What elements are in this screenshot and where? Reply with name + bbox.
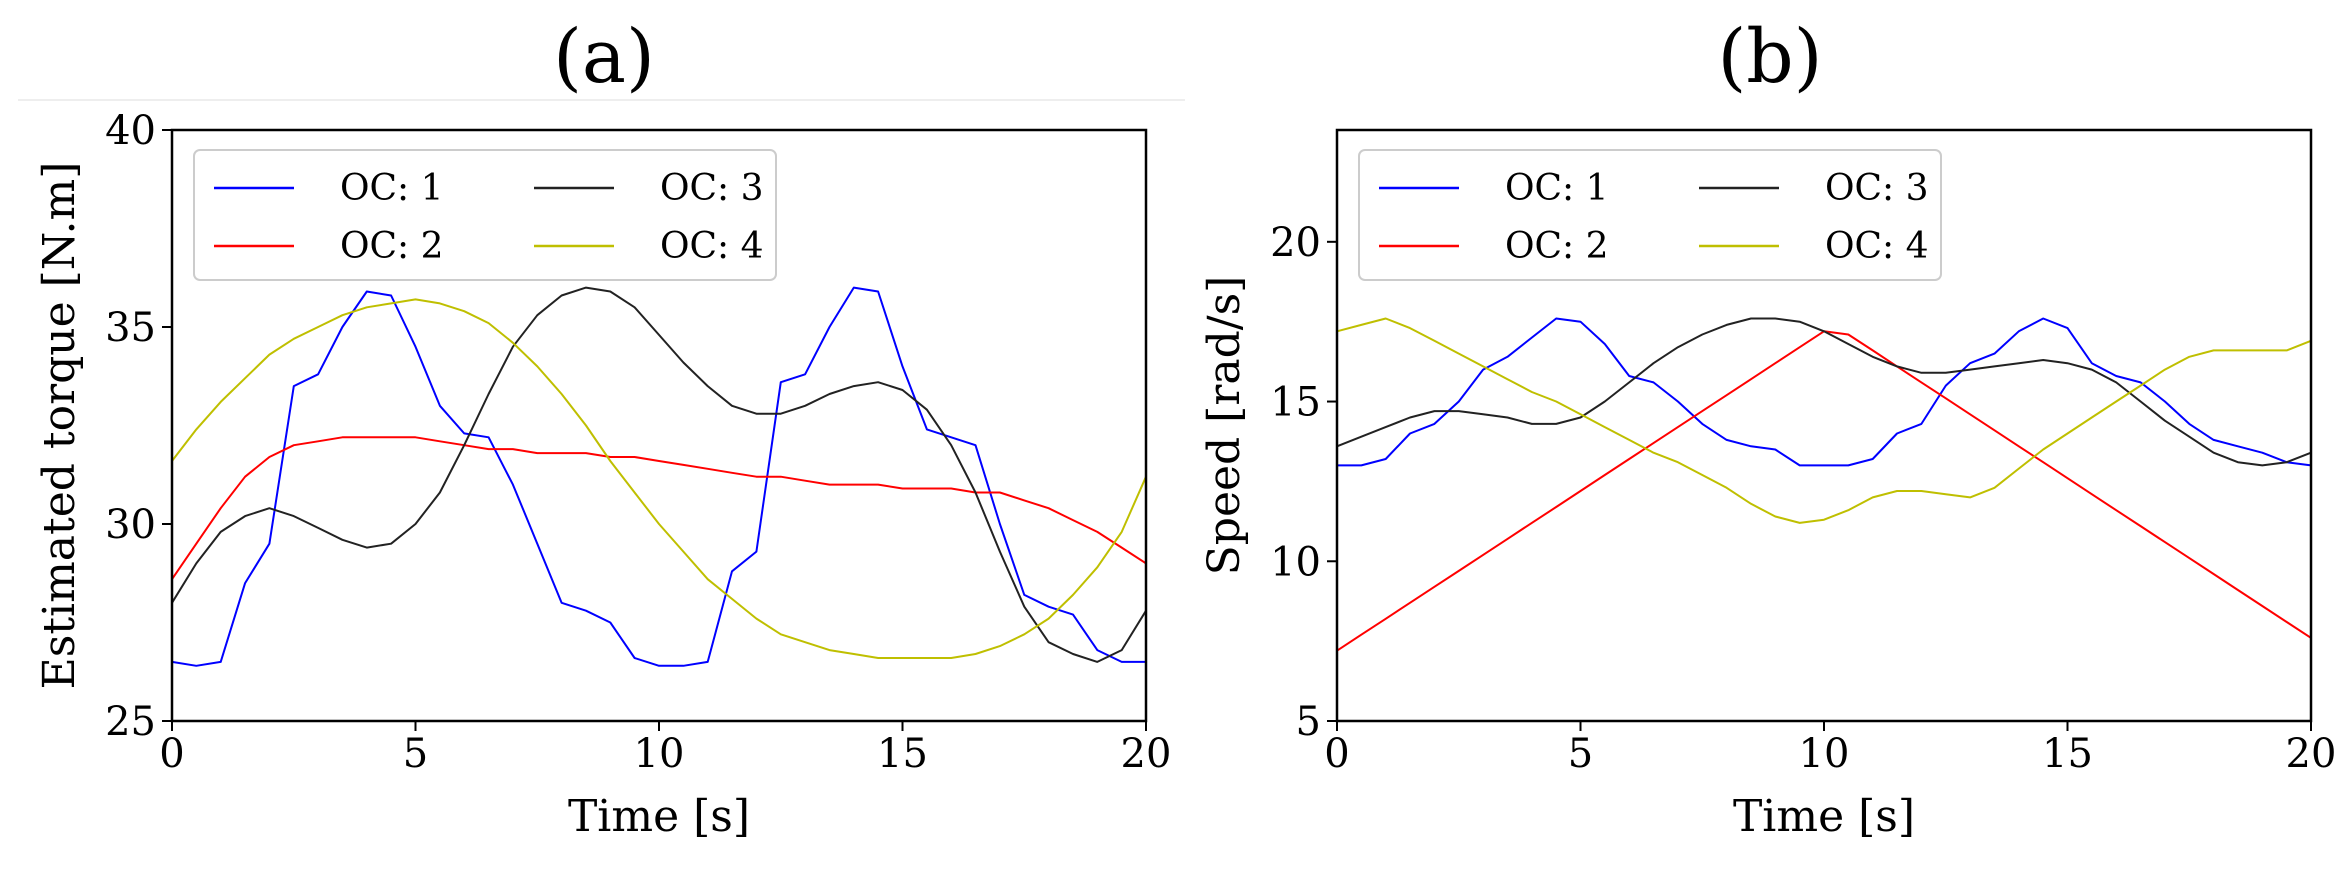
panel-a-legend-label-oc1: OC: 1 [340,168,444,209]
panel-b-series-line-oc3 [1336,317,2312,467]
panel-b-series-line-oc4 [1336,317,2312,524]
panel-a-plot-frame [170,128,1148,723]
panel-a-legend-label-oc3: OC: 3 [660,168,764,209]
panel-a-x-axis-label: Time [s] [568,791,750,842]
panel-b-y-tick-label: 5 [1296,699,1321,745]
panel-b-legend-box [1358,149,1942,281]
panel-b-x-tick-label: 5 [1568,731,1593,777]
panel-a-legend-label-oc4: OC: 4 [660,226,764,267]
panel-b-x-tick-label: 20 [2286,731,2337,777]
panel-a-series [171,286,1147,667]
panel-a-x-tick-label: 20 [1121,731,1172,777]
panel-b-x-tick-label: 10 [1799,731,1850,777]
panel-b-series [1336,317,2312,652]
panel-a-y-tick-label: 35 [105,305,156,351]
panel-b-legend: OC: 1 OC: 2 OC: 3 OC: 4 [1358,149,1942,281]
panel-b-series-line-oc1 [1337,317,2312,467]
panel-a-series-line-oc4 [171,298,1147,659]
panel-b-plot-frame [1335,128,2313,723]
panel-a-legend: OC: 1 OC: 2 OC: 3 OC: 4 [193,149,777,281]
panel-a-x-tick-label: 15 [877,731,928,777]
panel-b-x-axis-label: Time [s] [1733,791,1915,842]
panel-a-y-tick-label: 25 [105,699,156,745]
panel-a-y-tick-label: 40 [105,108,156,154]
panel-b-y-axis-label: Speed [rad/s] [1199,276,1250,576]
panel-b-y-tick-label: 20 [1270,220,1321,266]
panel-b-x-tick-label: 15 [2042,731,2093,777]
panel-b-title: (b) [1717,14,1822,100]
panel-b-legend-label-oc3: OC: 3 [1825,168,1929,209]
panel-a-x-tick-label: 0 [159,731,184,777]
panel-a-title: (a) [553,14,655,100]
panel-a-legend-box [193,149,777,281]
panel-a: (a) 0 5 10 15 20 25 30 35 40 Time [s] Estimated … [34,14,1171,842]
panel-a-y-axis-label: Estimated torque [N.m] [34,162,85,690]
panel-b-legend-label-oc2: OC: 2 [1505,226,1609,267]
panel-a-y-tick-label: 30 [105,502,156,548]
panel-b-y-tick-label: 10 [1270,539,1321,585]
panel-a-ticks: 0 5 10 15 20 25 30 35 40 [105,108,1171,777]
panel-a-series-line-oc3 [171,286,1147,663]
panel-b-series-line-oc2 [1336,330,2312,652]
panel-b-y-tick-label: 15 [1270,380,1321,426]
panel-a-x-tick-label: 5 [403,731,428,777]
panel-b-x-tick-label: 0 [1324,731,1349,777]
panel-b-legend-label-oc1: OC: 1 [1505,168,1609,209]
panel-b-legend-label-oc4: OC: 4 [1825,226,1929,267]
panel-a-series-line-oc2 [171,436,1147,580]
panel-a-x-tick-label: 10 [634,731,685,777]
panel-a-series-line-oc1 [171,286,1146,667]
panel-a-legend-label-oc2: OC: 2 [340,226,444,267]
